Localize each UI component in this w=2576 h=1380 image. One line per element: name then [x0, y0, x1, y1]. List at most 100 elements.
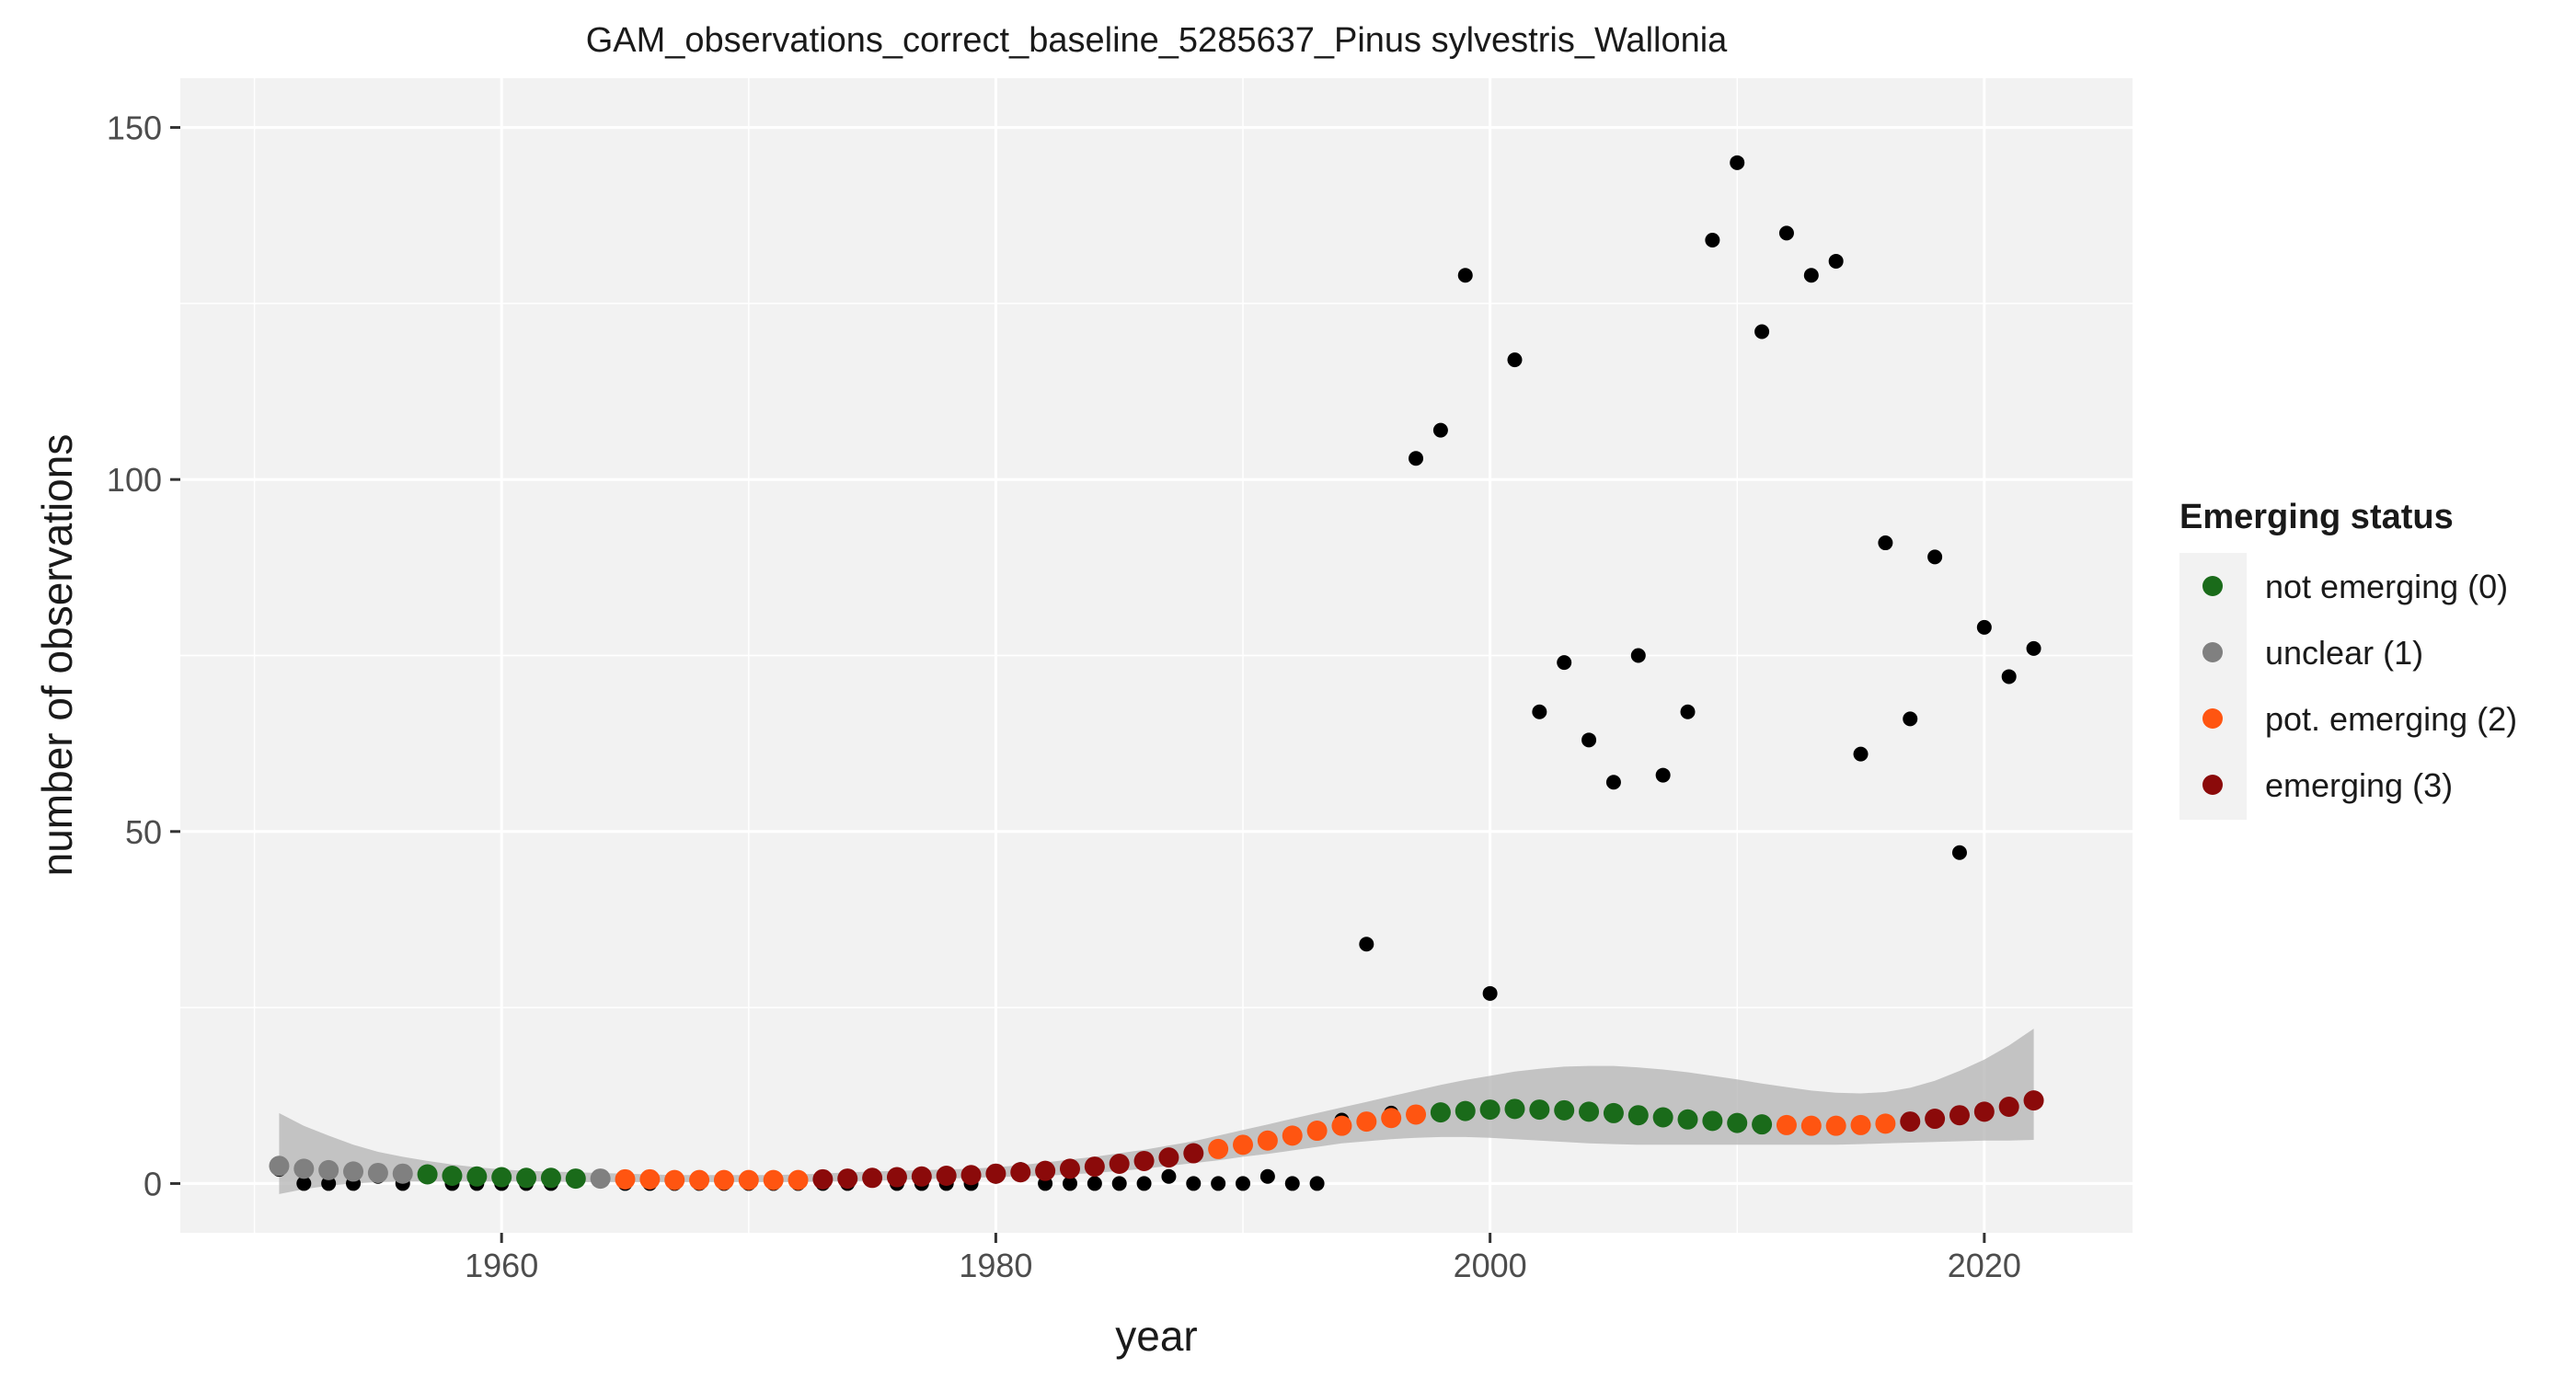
legend-key-1	[2202, 642, 2223, 662]
chart-title: GAM_observations_correct_baseline_528563…	[586, 21, 1728, 60]
observation-point	[1878, 535, 1893, 551]
gam-fit-point	[590, 1168, 611, 1190]
observation-point	[1359, 937, 1374, 952]
ci-band	[279, 1029, 2034, 1194]
gam-fit-point	[1752, 1114, 1773, 1135]
observation-point	[1457, 268, 1473, 283]
gam-fit-point	[1059, 1158, 1080, 1179]
observation-point	[321, 1176, 337, 1191]
gam-fit-point	[1208, 1138, 1229, 1159]
legend-title: Emerging status	[2179, 498, 2454, 536]
gam-fit-point	[911, 1166, 932, 1187]
observation-point	[1680, 704, 1696, 719]
grid-lines	[180, 78, 2233, 1233]
gam-fit-point	[639, 1168, 661, 1190]
observation-point	[1062, 1176, 1077, 1191]
legend: Emerging status not emerging (0) unclear …	[2179, 498, 2517, 820]
gam-fit-point	[1603, 1102, 1624, 1123]
gam-fit-point	[491, 1167, 512, 1188]
gam-fit-point	[1973, 1101, 1995, 1122]
gam-fit-point	[1504, 1098, 1525, 1120]
gam-fit-point	[1554, 1099, 1575, 1121]
gam-fit-point	[1776, 1114, 1797, 1135]
gam-fit-point	[886, 1167, 907, 1188]
gam-fit-point	[1900, 1111, 1921, 1133]
observation-point	[1730, 155, 1745, 170]
observation-point	[1655, 767, 1671, 783]
gam-fit-point	[1158, 1147, 1179, 1168]
observation-point	[1927, 549, 1943, 565]
gam-fit-point	[1925, 1109, 1946, 1130]
gam-fit-point	[1257, 1130, 1278, 1151]
legend-label-0: not emerging (0)	[2265, 568, 2508, 605]
gam-fit-point	[1998, 1097, 2019, 1118]
gam-fit-point	[1652, 1107, 1673, 1128]
gam-fit-point	[367, 1162, 388, 1183]
gam-fit-point	[1825, 1115, 1846, 1136]
axes: 1960 1980 2000 2020 0 50 100 150	[107, 109, 2021, 1284]
gam-fit-point	[1084, 1156, 1105, 1178]
observation-point	[1309, 1176, 1325, 1191]
gam-fit-point	[1949, 1105, 1970, 1126]
gam-fit-point	[1381, 1108, 1402, 1129]
gam-fit-point	[788, 1169, 809, 1190]
observation-point	[1236, 1176, 1251, 1191]
observation-point	[1111, 1176, 1127, 1191]
gam-fit-point	[1233, 1134, 1254, 1156]
observation-point	[1532, 704, 1547, 719]
gam-fit-point	[936, 1166, 957, 1187]
observation-point	[1211, 1176, 1226, 1191]
observation-point	[1507, 352, 1523, 368]
gam-fit-point	[417, 1164, 438, 1185]
observation-point	[2026, 640, 2041, 656]
legend-key-3	[2202, 775, 2223, 795]
gam-fit-point	[763, 1169, 784, 1190]
gam-fit-point	[565, 1168, 586, 1190]
observation-point	[1803, 268, 1819, 283]
observation-point	[1186, 1176, 1202, 1191]
gam-fit-point	[293, 1158, 315, 1179]
observation-point	[1581, 732, 1597, 748]
observation-point	[1903, 711, 1918, 727]
gam-fit-points	[269, 1090, 2044, 1190]
gam-fit-point	[1875, 1113, 1896, 1134]
gam-fit-point	[713, 1169, 734, 1190]
gam-fit-point	[1306, 1121, 1328, 1142]
gam-fit-point	[1800, 1115, 1822, 1136]
gam-fit-point	[960, 1165, 982, 1186]
observation-point	[1409, 451, 1424, 466]
gam-fit-point	[343, 1161, 364, 1182]
gam-fit-point	[1579, 1101, 1600, 1122]
x-tick-label: 1960	[465, 1247, 538, 1284]
y-axis-label: number of observations	[33, 434, 81, 877]
gam-fit-point	[1702, 1110, 1723, 1132]
observation-point	[1976, 619, 1992, 635]
gam-fit-point	[1850, 1114, 1871, 1135]
gam-fit-point	[1455, 1100, 1476, 1121]
gam-fit-point	[442, 1166, 463, 1187]
gam-fit-point	[1282, 1125, 1303, 1146]
gam-fit-point	[837, 1168, 858, 1190]
x-tick-label: 2020	[1948, 1247, 2021, 1284]
y-tick-label: 0	[144, 1165, 162, 1202]
x-tick-label: 1980	[959, 1247, 1032, 1284]
x-axis-label: year	[1115, 1312, 1197, 1360]
observation-point	[1087, 1176, 1102, 1191]
gam-fit-point	[1727, 1112, 1748, 1133]
observation-point	[1754, 324, 1770, 339]
confidence-ribbon	[279, 1029, 2034, 1194]
gam-fit-point	[269, 1156, 290, 1177]
gam-fit-point	[1677, 1109, 1698, 1130]
y-tick-label: 100	[107, 461, 162, 499]
observation-point	[1828, 253, 1844, 269]
legend-items: not emerging (0) unclear (1) pot. emerging…	[2202, 568, 2517, 804]
gam-fit-point	[1331, 1115, 1352, 1136]
gam-fit-point	[466, 1166, 488, 1187]
legend-label-1: unclear (1)	[2265, 634, 2423, 672]
gam-fit-point	[1133, 1150, 1155, 1171]
observation-point	[1259, 1168, 1275, 1184]
gam-fit-point	[689, 1169, 710, 1190]
gam-fit-point	[985, 1163, 1006, 1184]
legend-label-2: pot. emerging (2)	[2265, 700, 2517, 738]
y-tick-label: 150	[107, 109, 162, 147]
